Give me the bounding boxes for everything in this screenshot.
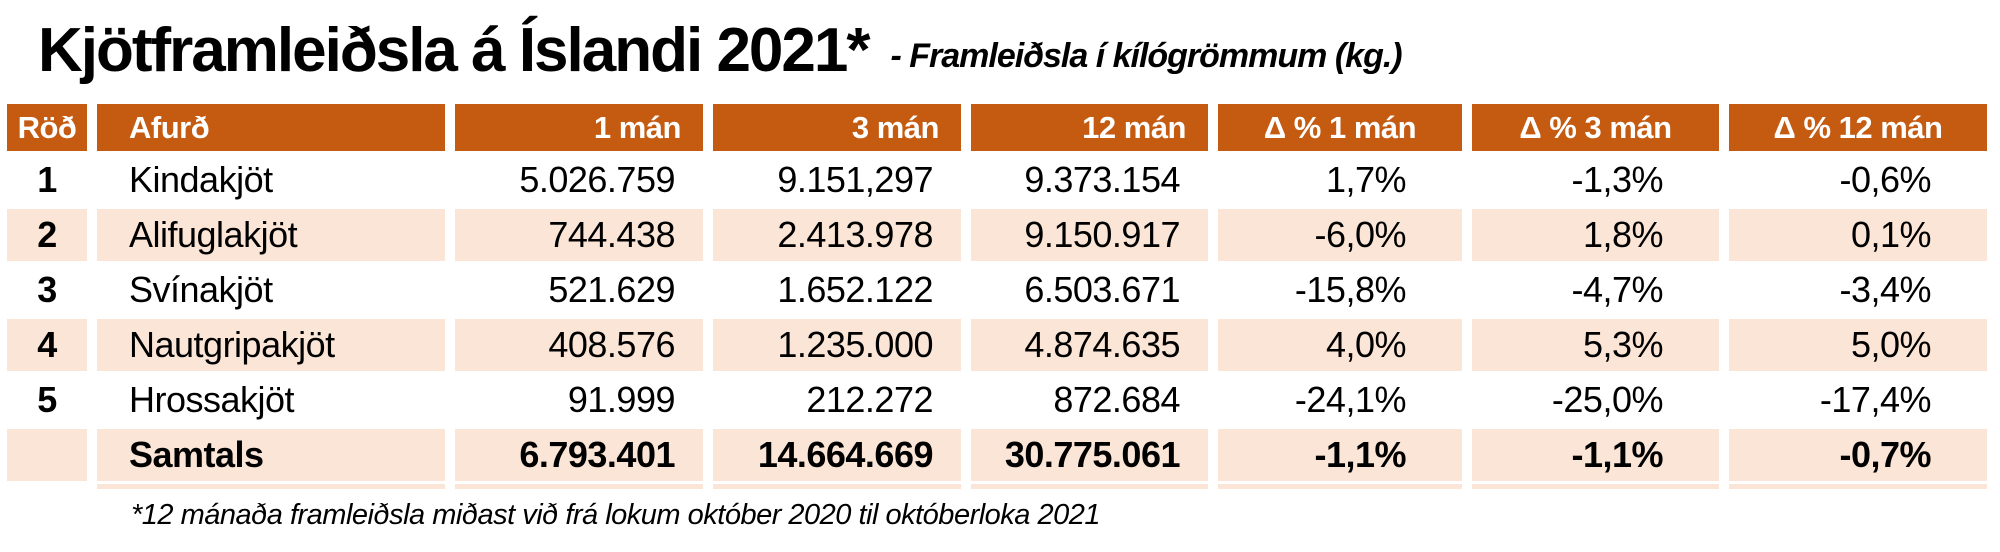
value-12man-cell: 30.775.061 xyxy=(971,429,1208,481)
total-row: Samtals 6.793.401 14.664.669 30.775.061 -1,1… xyxy=(7,429,1987,481)
bottom-strip-cell xyxy=(7,484,87,489)
delta-1man-cell: -24,1% xyxy=(1218,374,1462,426)
column-header-1-m-n: Δ % 1 mán xyxy=(1218,104,1462,151)
value-1man-cell: 521.629 xyxy=(455,264,703,316)
table-row-alifuglakj-t: 2 Alifuglakjöt 744.438 2.413.978 9.150.917 -6… xyxy=(7,209,1987,261)
value-12man-cell: 4.874.635 xyxy=(971,319,1208,371)
value-1man-cell: 744.438 xyxy=(455,209,703,261)
meat-production-table: Röð Afurð 1 mán 3 mán 12 mán Δ % 1 mán Δ % 3 m… xyxy=(0,101,1997,492)
table-row-kindakj-t: 1 Kindakjöt 5.026.759 9.151,297 9.373.154 1,7… xyxy=(7,154,1987,206)
value-3man-cell: 1.235.000 xyxy=(713,319,961,371)
value-12man-cell: 9.373.154 xyxy=(971,154,1208,206)
bottom-strip-cell xyxy=(455,484,703,489)
value-3man-cell: 9.151,297 xyxy=(713,154,961,206)
row-number-cell: 4 xyxy=(7,319,87,371)
table-row-nautgripakj-t: 4 Nautgripakjöt 408.576 1.235.000 4.874.635 4… xyxy=(7,319,1987,371)
delta-1man-cell: -1,1% xyxy=(1218,429,1462,481)
title-row: Kjötframleiðsla á Íslandi 2021* - Framle… xyxy=(0,0,2000,101)
delta-12man-cell: -0,6% xyxy=(1729,154,1987,206)
value-12man-cell: 9.150.917 xyxy=(971,209,1208,261)
page-subtitle: - Framleiðsla í kílógrömmum (kg.) xyxy=(890,37,1403,75)
table-header-row: Röð Afurð 1 mán 3 mán 12 mán Δ % 1 mán Δ % 3 m… xyxy=(7,104,1987,151)
delta-3man-cell: -4,7% xyxy=(1472,264,1719,316)
value-1man-cell: 5.026.759 xyxy=(455,154,703,206)
value-12man-cell: 6.503.671 xyxy=(971,264,1208,316)
column-header-1-m-n: 1 mán xyxy=(455,104,703,151)
delta-3man-cell: -1,1% xyxy=(1472,429,1719,481)
delta-1man-cell: 1,7% xyxy=(1218,154,1462,206)
delta-12man-cell: 5,0% xyxy=(1729,319,1987,371)
table-row-sv-nakj-t: 3 Svínakjöt 521.629 1.652.122 6.503.671 -15,8… xyxy=(7,264,1987,316)
product-cell: Alifuglakjöt xyxy=(97,209,445,261)
value-3man-cell: 14.664.669 xyxy=(713,429,961,481)
bottom-strip-cell xyxy=(97,484,445,489)
table-row-hrossakj-t: 5 Hrossakjöt 91.999 212.272 872.684 -24,1% -25… xyxy=(7,374,1987,426)
row-number-cell: 5 xyxy=(7,374,87,426)
delta-3man-cell: 5,3% xyxy=(1472,319,1719,371)
column-header-12-m-n: 12 mán xyxy=(971,104,1208,151)
row-number-cell: 3 xyxy=(7,264,87,316)
value-3man-cell: 1.652.122 xyxy=(713,264,961,316)
bottom-strip-cell xyxy=(1472,484,1719,489)
bottom-strip-cell xyxy=(713,484,961,489)
delta-12man-cell: -0,7% xyxy=(1729,429,1987,481)
product-cell: Kindakjöt xyxy=(97,154,445,206)
bottom-strip-cell xyxy=(971,484,1208,489)
product-cell: Svínakjöt xyxy=(97,264,445,316)
value-3man-cell: 212.272 xyxy=(713,374,961,426)
product-cell: Hrossakjöt xyxy=(97,374,445,426)
footnote: *12 mánaða framleiðsla miðast við frá lo… xyxy=(131,499,1101,531)
delta-1man-cell: 4,0% xyxy=(1218,319,1462,371)
column-header-3-m-n: Δ % 3 mán xyxy=(1472,104,1719,151)
value-12man-cell: 872.684 xyxy=(971,374,1208,426)
product-cell: Samtals xyxy=(97,429,445,481)
row-number-cell xyxy=(7,429,87,481)
table-bottom-strip xyxy=(7,484,1987,489)
delta-3man-cell: -25,0% xyxy=(1472,374,1719,426)
column-header-3-m-n: 3 mán xyxy=(713,104,961,151)
column-header-r: Röð xyxy=(7,104,87,151)
column-header-afur: Afurð xyxy=(97,104,445,151)
delta-3man-cell: 1,8% xyxy=(1472,209,1719,261)
column-header-12-m-n: Δ % 12 mán xyxy=(1729,104,1987,151)
product-cell: Nautgripakjöt xyxy=(97,319,445,371)
value-1man-cell: 6.793.401 xyxy=(455,429,703,481)
value-3man-cell: 2.413.978 xyxy=(713,209,961,261)
delta-3man-cell: -1,3% xyxy=(1472,154,1719,206)
delta-12man-cell: -3,4% xyxy=(1729,264,1987,316)
delta-12man-cell: -17,4% xyxy=(1729,374,1987,426)
row-number-cell: 2 xyxy=(7,209,87,261)
delta-12man-cell: 0,1% xyxy=(1729,209,1987,261)
page-title: Kjötframleiðsla á Íslandi 2021* xyxy=(38,15,870,85)
value-1man-cell: 408.576 xyxy=(455,319,703,371)
delta-1man-cell: -15,8% xyxy=(1218,264,1462,316)
bottom-strip-cell xyxy=(1218,484,1462,489)
value-1man-cell: 91.999 xyxy=(455,374,703,426)
row-number-cell: 1 xyxy=(7,154,87,206)
bottom-strip-cell xyxy=(1729,484,1987,489)
delta-1man-cell: -6,0% xyxy=(1218,209,1462,261)
